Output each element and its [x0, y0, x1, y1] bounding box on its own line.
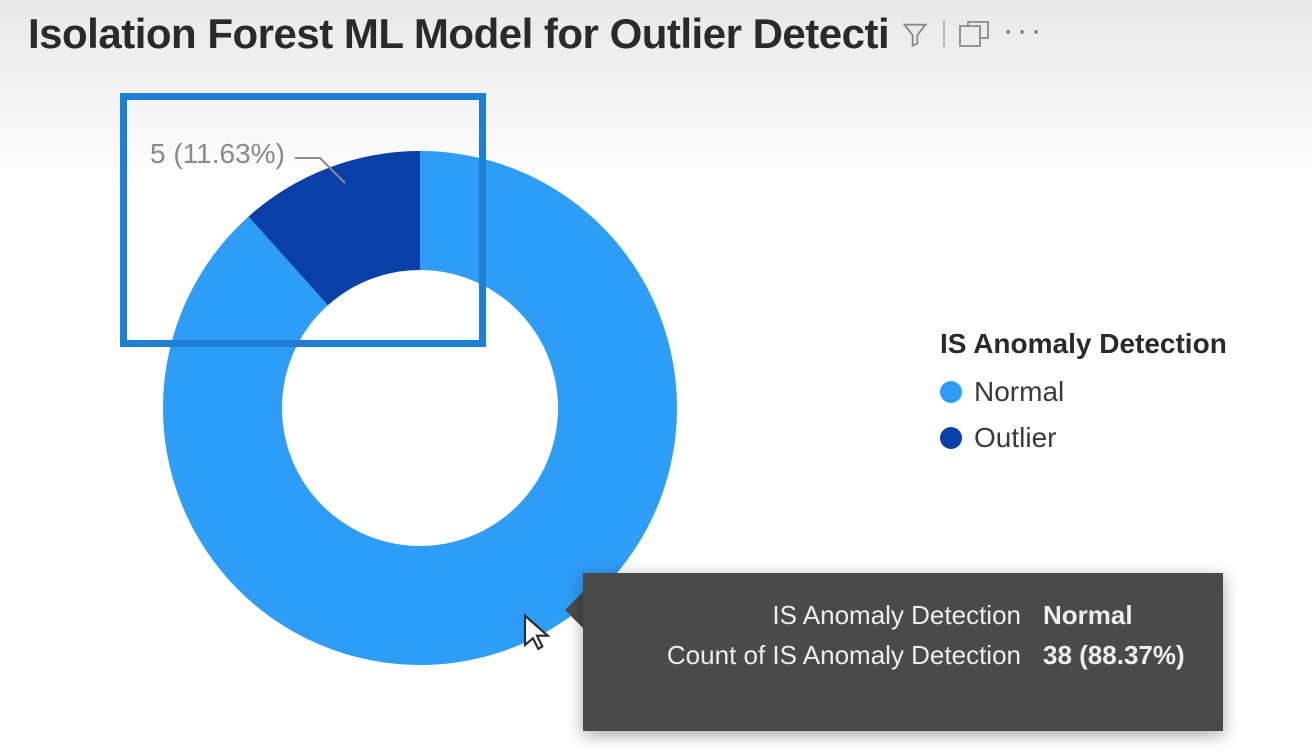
- visual-header: Isolation Forest ML Model for Outlier De…: [0, 0, 1312, 68]
- legend-swatch-icon: [940, 427, 962, 449]
- tooltip-value: Normal: [1043, 595, 1193, 635]
- legend-item-label: Outlier: [974, 422, 1056, 454]
- tooltip: IS Anomaly Detection Normal Count of IS …: [583, 573, 1223, 731]
- tooltip-row: IS Anomaly Detection Normal: [623, 595, 1193, 635]
- legend-swatch-icon: [940, 381, 962, 403]
- legend-title: IS Anomaly Detection: [940, 328, 1227, 360]
- filter-icon[interactable]: [901, 20, 929, 48]
- focus-mode-icon[interactable]: [959, 21, 989, 47]
- legend: IS Anomaly Detection Normal Outlier: [940, 328, 1227, 454]
- legend-item-label: Normal: [974, 376, 1064, 408]
- legend-item-normal[interactable]: Normal: [940, 376, 1227, 408]
- legend-item-outlier[interactable]: Outlier: [940, 422, 1227, 454]
- chart-title: Isolation Forest ML Model for Outlier De…: [28, 10, 889, 58]
- tooltip-label: Count of IS Anomaly Detection: [667, 635, 1021, 675]
- visual-toolbar: ···: [901, 20, 1045, 48]
- toolbar-divider: [943, 21, 945, 47]
- tooltip-label: IS Anomaly Detection: [772, 595, 1021, 635]
- tooltip-row: Count of IS Anomaly Detection 38 (88.37%…: [623, 635, 1193, 675]
- selection-rectangle: [120, 93, 486, 347]
- more-options-icon[interactable]: ···: [1003, 21, 1045, 47]
- chart-stage: 5 (11.63%) IS Anomaly Detection Normal O…: [0, 68, 1312, 752]
- tooltip-value: 38 (88.37%): [1043, 635, 1193, 675]
